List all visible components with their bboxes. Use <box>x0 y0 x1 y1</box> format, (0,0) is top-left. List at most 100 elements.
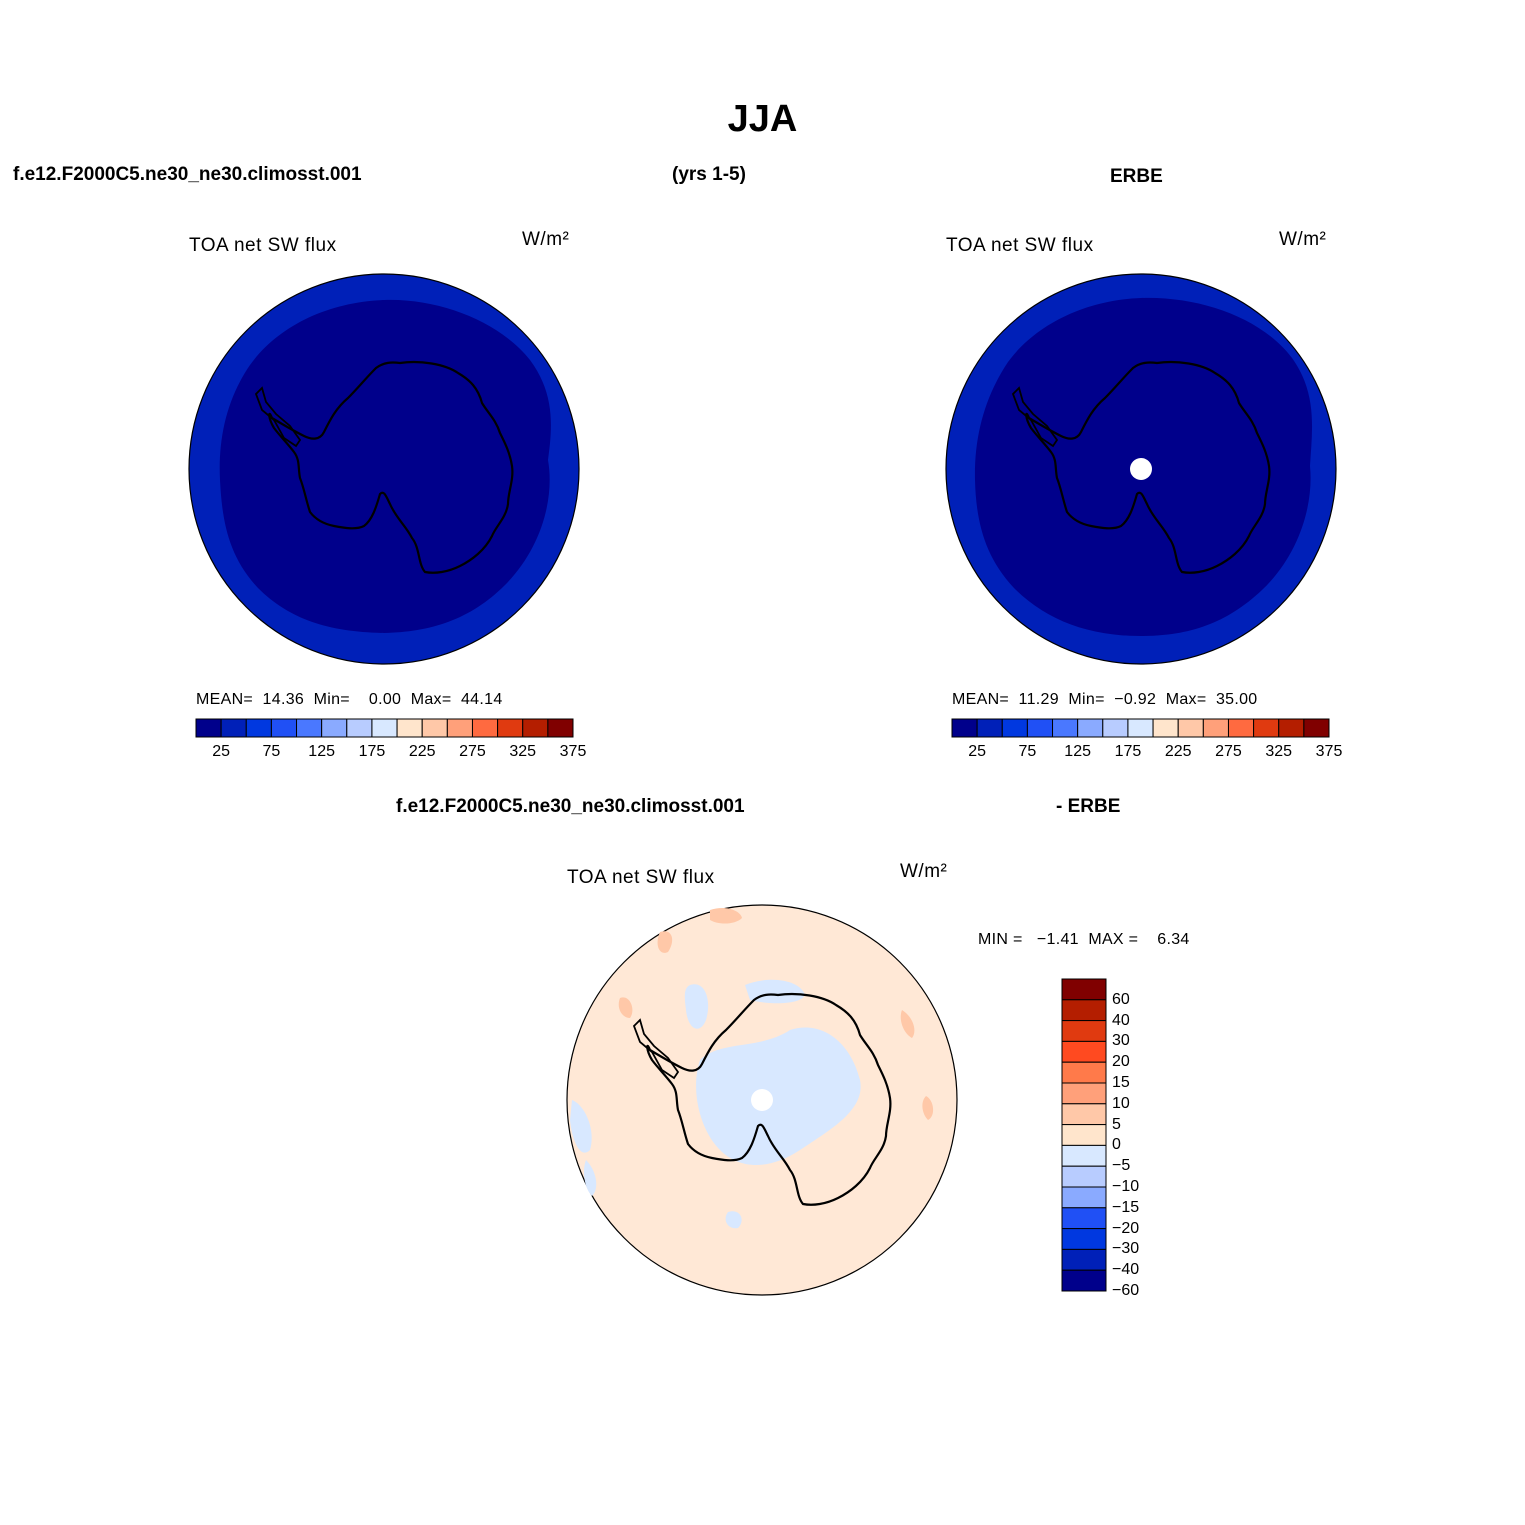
diff-units-label: W/m² <box>900 861 948 882</box>
diff-neg-region <box>570 1100 592 1153</box>
colorbar-swatch <box>1202 718 1229 738</box>
colorbar-swatch <box>1061 1228 1107 1250</box>
colorbar-tick-label: 10 <box>1112 1094 1130 1112</box>
colorbar-swatch <box>1061 1082 1107 1105</box>
diff-case-header: f.e12.F2000C5.ne30_ne30.climosst.001 <box>396 796 745 817</box>
colorbar-tick-label: 175 <box>358 743 386 760</box>
colorbar-swatch <box>1061 999 1107 1022</box>
colorbar-tick-label: 175 <box>1114 743 1142 760</box>
colorbar-swatch <box>1061 1061 1107 1084</box>
colorbar-tick-label: 375 <box>559 743 587 760</box>
colorbar-swatch <box>446 718 473 738</box>
colorbar-swatch <box>1052 718 1079 738</box>
colorbar-tick-label: 75 <box>1018 743 1037 760</box>
colorbar-diff <box>1061 978 1107 1292</box>
obs-variable-label: TOA net SW flux <box>946 235 1094 256</box>
colorbar-swatch <box>522 718 549 738</box>
colorbar-swatch <box>220 718 247 738</box>
colorbar-swatch <box>396 718 423 738</box>
diff-pos-region <box>922 1096 934 1120</box>
obs-header: ERBE <box>1110 166 1163 187</box>
diff-neg-region <box>584 1160 597 1196</box>
colorbar-swatch <box>421 718 448 738</box>
colorbar-tick-label: 5 <box>1112 1115 1121 1133</box>
diff-obs-header: - ERBE <box>1056 796 1121 817</box>
colorbar-swatch <box>195 718 222 738</box>
colorbar-tick-label: 75 <box>262 743 281 760</box>
colorbar-tick-label: 15 <box>1112 1074 1130 1091</box>
colorbar-tick-label: −60 <box>1112 1282 1140 1299</box>
colorbar-swatch <box>1061 978 1107 1001</box>
diff-variable-label: TOA net SW flux <box>567 867 715 888</box>
colorbar-swatch <box>321 718 348 738</box>
colorbar-swatch <box>1061 1040 1107 1063</box>
obs-stats: MEAN= 11.29 Min= −0.92 Max= 35.00 <box>952 691 1258 708</box>
colorbar-swatch <box>1061 1144 1107 1167</box>
diff-pos-region <box>657 931 673 953</box>
colorbar-tick-label: 40 <box>1112 1011 1130 1029</box>
colorbar-swatch <box>471 718 499 738</box>
colorbar-swatch <box>1177 718 1204 738</box>
colorbar-swatch <box>1061 1186 1107 1209</box>
colorbar-swatch <box>1061 1207 1107 1230</box>
diff-neg-region <box>684 984 709 1029</box>
colorbar-swatch <box>371 718 398 738</box>
colorbar-tick-label: 125 <box>308 743 335 760</box>
colorbar-obs <box>951 718 1330 738</box>
model-units-label: W/m² <box>522 229 570 250</box>
colorbar-swatch <box>497 718 524 738</box>
obs-units-label: W/m² <box>1279 229 1327 250</box>
colorbar-swatch <box>1077 718 1104 738</box>
model-variable-label: TOA net SW flux <box>189 235 337 256</box>
obs-missing-pole <box>1130 458 1152 480</box>
diff-pos-region <box>618 997 633 1018</box>
colorbar-swatch <box>346 718 373 738</box>
diff-stats: MIN = −1.41 MAX = 6.34 <box>978 931 1190 948</box>
model-peninsula-coastline <box>254 386 302 448</box>
diff-neg-region <box>725 1211 742 1229</box>
colorbar-tick-label: 275 <box>1215 743 1242 760</box>
colorbar-tick-label: 325 <box>1265 743 1293 760</box>
colorbar-swatch <box>1026 718 1054 738</box>
colorbar-tick-label: 25 <box>968 743 987 760</box>
colorbar-tick-label: −40 <box>1112 1261 1140 1279</box>
colorbar-tick-label: 225 <box>1164 743 1192 760</box>
obs-map <box>945 273 1337 665</box>
colorbar-tick-label: 25 <box>212 743 231 760</box>
colorbar-tick-label: 125 <box>1064 743 1091 760</box>
colorbar-swatch <box>270 718 298 738</box>
colorbar-tick-label: −30 <box>1112 1240 1140 1258</box>
colorbar-tick-label: 325 <box>509 743 537 760</box>
colorbar-tick-label: −5 <box>1112 1157 1131 1175</box>
colorbar-tick-label: 60 <box>1112 990 1130 1008</box>
colorbar-swatch <box>1102 718 1129 738</box>
years-header: (yrs 1-5) <box>672 164 746 185</box>
colorbar-swatch <box>1303 718 1330 738</box>
colorbar-swatch <box>245 718 272 738</box>
model-stats: MEAN= 14.36 Min= 0.00 Max= 44.14 <box>196 691 503 708</box>
colorbar-swatch <box>1227 718 1255 738</box>
diff-missing-pole <box>751 1089 773 1111</box>
diff-map <box>566 904 958 1296</box>
colorbar-swatch <box>1061 1020 1107 1042</box>
case-name-header: f.e12.F2000C5.ne30_ne30.climosst.001 <box>13 164 362 185</box>
obs-peninsula-coastline <box>1011 386 1059 448</box>
colorbar-swatch <box>1127 718 1154 738</box>
colorbar-tick-label: 375 <box>1315 743 1343 760</box>
colorbar-swatch <box>1061 1269 1107 1292</box>
colorbar-swatch <box>1061 1248 1107 1271</box>
diff-pos-region <box>710 907 742 924</box>
colorbar-swatch <box>1061 1165 1107 1188</box>
colorbar-tick-label: 225 <box>408 743 436 760</box>
colorbar-tick-label: 30 <box>1112 1032 1130 1050</box>
diff-pos-region <box>900 1010 915 1038</box>
colorbar-tick-label: 20 <box>1112 1053 1130 1071</box>
colorbar-swatch <box>976 718 1003 738</box>
colorbar-tick-label: −10 <box>1112 1178 1140 1195</box>
diff-peninsula-coastline <box>632 1018 680 1080</box>
colorbar-swatch <box>1061 1124 1107 1146</box>
colorbar-swatch <box>1061 1103 1107 1126</box>
model-map <box>188 273 580 665</box>
colorbar-swatch <box>1001 718 1028 738</box>
